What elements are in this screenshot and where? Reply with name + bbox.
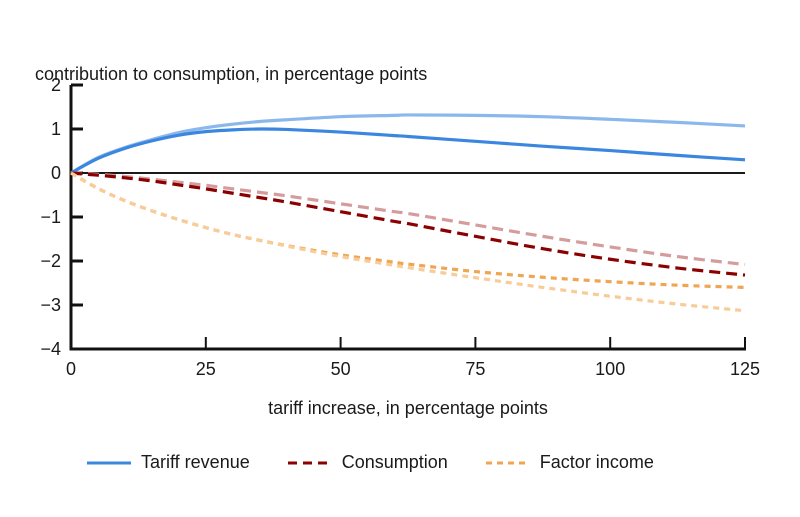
tick-labels: 210−1−2−3−40 25 50 75 100 125 xyxy=(40,75,760,379)
y-axis-label: contribution to consumption, in percenta… xyxy=(35,64,428,84)
series-line-consumption-faded xyxy=(70,171,746,267)
x-tick-label: 125 xyxy=(730,359,760,379)
x-axis-label: tariff increase, in percentage points xyxy=(268,398,548,418)
legend-label: Consumption xyxy=(341,452,448,472)
legend-swatch-factor-income xyxy=(485,461,530,464)
series-line-tariff-revenue xyxy=(70,127,746,175)
y-tick-label: −1 xyxy=(40,207,61,227)
legend-swatch-tariff-revenue xyxy=(87,461,131,464)
axes xyxy=(69,83,746,351)
series-line-factor-income-faded xyxy=(70,171,746,313)
series-line-consumption xyxy=(70,171,746,277)
legend-item-tariff-revenue: Tariff revenue xyxy=(87,452,250,473)
x-tick-label: 50 xyxy=(331,359,351,379)
y-tick-label: 1 xyxy=(51,119,61,139)
series-group xyxy=(70,113,746,313)
legend: Tariff revenue Consumption Factor income xyxy=(87,452,692,473)
legend-item-consumption: Consumption xyxy=(287,452,448,473)
x-tick-label: 25 xyxy=(196,359,216,379)
legend-item-factor-income: Factor income xyxy=(485,452,654,473)
legend-label: Factor income xyxy=(539,452,654,472)
y-tick-label: −2 xyxy=(40,251,61,271)
x-tick-label: 75 xyxy=(465,359,485,379)
y-tick-label: −4 xyxy=(40,339,61,359)
series-line-tariff-revenue-faded xyxy=(70,113,746,175)
y-tick-label: −3 xyxy=(40,295,61,315)
y-tick-label: 2 xyxy=(51,75,61,95)
x-tick-label: 0 xyxy=(66,359,76,379)
legend-swatch-consumption xyxy=(287,461,332,464)
y-tick-label: 0 xyxy=(51,163,61,183)
legend-label: Tariff revenue xyxy=(141,452,250,472)
x-tick-label: 100 xyxy=(595,359,625,379)
series-line-factor-income xyxy=(70,171,746,289)
